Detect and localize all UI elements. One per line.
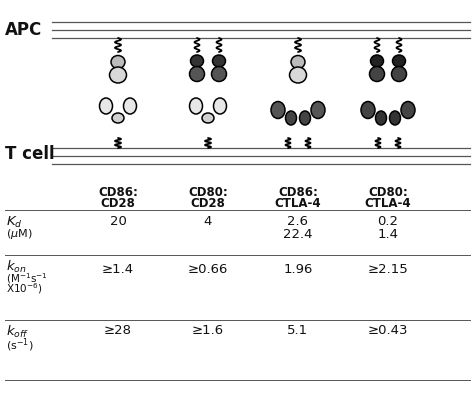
Ellipse shape	[401, 101, 415, 119]
Text: ≥1.4: ≥1.4	[102, 263, 134, 276]
Ellipse shape	[375, 111, 386, 125]
Ellipse shape	[212, 55, 226, 67]
Text: APC: APC	[5, 21, 42, 39]
Text: 1.4: 1.4	[377, 228, 399, 241]
Ellipse shape	[111, 55, 125, 68]
Ellipse shape	[390, 111, 401, 125]
Text: CD80:: CD80:	[368, 186, 408, 199]
Ellipse shape	[211, 67, 227, 82]
Text: ≥1.6: ≥1.6	[192, 324, 224, 337]
Text: $k_{on}$: $k_{on}$	[6, 259, 27, 275]
Ellipse shape	[300, 111, 310, 125]
Text: 22.4: 22.4	[283, 228, 313, 241]
Ellipse shape	[392, 67, 407, 82]
Ellipse shape	[370, 67, 384, 82]
Text: X10$^{-6}$): X10$^{-6}$)	[6, 281, 43, 296]
Ellipse shape	[371, 55, 383, 67]
Text: CTLA-4: CTLA-4	[365, 197, 411, 210]
Text: 5.1: 5.1	[287, 324, 309, 337]
Text: CD28: CD28	[191, 197, 226, 210]
Text: ≥0.66: ≥0.66	[188, 263, 228, 276]
Text: ($\mu$M): ($\mu$M)	[6, 227, 32, 241]
Ellipse shape	[190, 98, 202, 114]
Text: CTLA-4: CTLA-4	[275, 197, 321, 210]
Text: CD28: CD28	[100, 197, 136, 210]
Text: T cell: T cell	[5, 145, 55, 163]
Text: CD86:: CD86:	[278, 186, 318, 199]
Text: CD80:: CD80:	[188, 186, 228, 199]
Text: CD86:: CD86:	[98, 186, 138, 199]
Text: 4: 4	[204, 215, 212, 228]
Ellipse shape	[291, 55, 305, 68]
Text: $K_d$: $K_d$	[6, 215, 23, 230]
Ellipse shape	[191, 55, 203, 67]
Text: (M$^{-1}$s$^{-1}$: (M$^{-1}$s$^{-1}$	[6, 271, 48, 286]
Ellipse shape	[392, 55, 405, 67]
Ellipse shape	[361, 101, 375, 119]
Ellipse shape	[311, 101, 325, 119]
Ellipse shape	[112, 113, 124, 123]
Text: 1.96: 1.96	[283, 263, 313, 276]
Ellipse shape	[202, 113, 214, 123]
Ellipse shape	[271, 101, 285, 119]
Ellipse shape	[213, 98, 227, 114]
Text: 2.6: 2.6	[288, 215, 309, 228]
Text: ≥0.43: ≥0.43	[368, 324, 408, 337]
Text: ≥2.15: ≥2.15	[368, 263, 409, 276]
Text: 0.2: 0.2	[377, 215, 399, 228]
Ellipse shape	[109, 67, 127, 83]
Ellipse shape	[285, 111, 297, 125]
Ellipse shape	[100, 98, 112, 114]
Text: $k_{off}$: $k_{off}$	[6, 324, 29, 340]
Text: (s$^{-1}$): (s$^{-1}$)	[6, 336, 34, 354]
Ellipse shape	[290, 67, 307, 83]
Ellipse shape	[124, 98, 137, 114]
Text: ≥28: ≥28	[104, 324, 132, 337]
Ellipse shape	[190, 67, 204, 82]
Text: 20: 20	[109, 215, 127, 228]
